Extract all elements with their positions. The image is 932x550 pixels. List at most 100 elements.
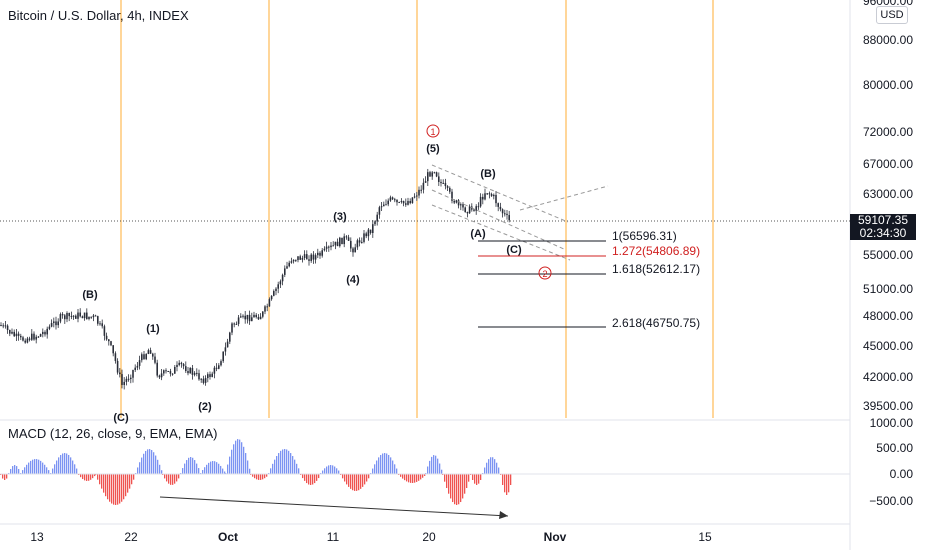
macd-bar xyxy=(464,474,466,494)
macd-bar xyxy=(504,474,506,493)
macd-axis[interactable]: 1000.00 500.00 0.00 −500.00 xyxy=(869,416,913,508)
macd-bar xyxy=(159,464,161,474)
macd-bar xyxy=(296,463,298,474)
candle-body xyxy=(103,326,106,336)
candle-body xyxy=(416,195,418,197)
candle-body xyxy=(160,373,163,378)
macd-bar xyxy=(312,474,314,485)
candle-body xyxy=(444,182,447,187)
candle-body xyxy=(303,254,306,258)
candle-body xyxy=(372,224,374,233)
candle-body xyxy=(123,381,125,385)
macd-bar xyxy=(492,457,494,474)
candle-body xyxy=(35,336,37,340)
macd-bar xyxy=(416,474,418,482)
candle-body xyxy=(354,247,356,253)
fib-level-1618: 1.618(52612.17) xyxy=(612,262,700,276)
chart-title[interactable]: Bitcoin / U.S. Dollar, 4h, INDEX xyxy=(8,8,189,23)
macd-bar xyxy=(258,474,260,480)
candle-body xyxy=(297,256,299,261)
macd-bar xyxy=(109,474,111,502)
bar-countdown: 02:34:30 xyxy=(859,226,907,240)
macd-bar xyxy=(157,459,159,474)
macd-bar xyxy=(42,462,44,474)
wave-label-3: (3) xyxy=(333,211,347,223)
macd-tick: 500.00 xyxy=(876,441,913,455)
candle-body xyxy=(279,281,282,285)
candle-body xyxy=(363,233,365,242)
candle-body xyxy=(182,364,185,367)
macd-bar xyxy=(107,474,109,500)
macd-bar xyxy=(12,466,14,474)
candle-body xyxy=(264,306,266,312)
macd-bar xyxy=(115,474,117,505)
macd-bar xyxy=(318,474,320,479)
candle-body xyxy=(22,337,24,341)
macd-bar xyxy=(64,453,66,474)
macd-bar xyxy=(288,450,290,474)
candle-body xyxy=(504,213,506,215)
macd-bar xyxy=(452,474,454,503)
candle-body xyxy=(268,299,271,307)
current-price-tag: 59107.35 02:34:30 xyxy=(850,214,916,240)
candle-body xyxy=(332,245,334,247)
macd-bar xyxy=(46,467,48,474)
macd-bar xyxy=(478,474,480,484)
macd-bar xyxy=(151,450,153,474)
candle-body xyxy=(383,204,385,207)
candle-body xyxy=(143,354,145,360)
macd-bar xyxy=(190,457,192,474)
cycle-marker-1 xyxy=(426,124,440,138)
candle-body xyxy=(13,331,15,337)
candle-body xyxy=(224,347,227,352)
trend-channel xyxy=(431,164,609,261)
candle-body xyxy=(270,295,273,300)
macd-bar xyxy=(280,450,282,474)
macd-bar xyxy=(229,456,231,474)
macd-bar xyxy=(431,456,433,474)
macd-bar xyxy=(54,464,56,474)
candle-body xyxy=(145,353,147,360)
divergence-arrow xyxy=(159,496,509,519)
macd-bar xyxy=(241,442,243,474)
macd-bar xyxy=(125,474,127,497)
macd-bar xyxy=(427,466,429,474)
candle-body xyxy=(72,315,75,317)
macd-bar xyxy=(310,474,312,485)
time-axis[interactable]: 13 22 Oct 11 20 Nov 15 xyxy=(30,530,712,544)
candle-body xyxy=(486,193,488,195)
candle-body xyxy=(482,196,484,200)
macd-bar xyxy=(276,456,278,474)
macd-bar xyxy=(316,474,318,481)
candle-body xyxy=(147,350,150,354)
macd-bar xyxy=(506,474,508,495)
macd-bar xyxy=(70,457,72,474)
macd-bar xyxy=(260,474,262,480)
macd-bar xyxy=(420,474,422,480)
candle-body xyxy=(97,316,99,324)
macd-bar xyxy=(249,468,251,474)
candle-body xyxy=(255,314,257,318)
candle-body xyxy=(200,378,202,380)
currency-button[interactable]: USD xyxy=(876,6,908,24)
price-axis[interactable]: 96000.00 88000.00 80000.00 72000.00 6700… xyxy=(863,0,913,413)
candle-body xyxy=(435,172,438,177)
candle-body xyxy=(400,201,403,203)
candle-body xyxy=(477,206,480,208)
candle-body xyxy=(424,181,427,183)
candle-body xyxy=(44,331,46,335)
candle-body xyxy=(411,197,414,204)
candle-body xyxy=(55,321,57,326)
macd-bar xyxy=(496,462,498,474)
candle-body xyxy=(149,350,152,354)
macd-bar xyxy=(266,474,268,477)
macd-indicator-title[interactable]: MACD (12, 26, close, 9, EMA, EMA) xyxy=(8,426,218,441)
macd-bar xyxy=(235,440,237,474)
macd-bar xyxy=(194,460,196,474)
candle-body xyxy=(141,354,143,361)
candle-body xyxy=(154,356,156,363)
candle-body xyxy=(94,315,97,317)
candle-body xyxy=(431,172,433,177)
candle-body xyxy=(79,312,81,317)
